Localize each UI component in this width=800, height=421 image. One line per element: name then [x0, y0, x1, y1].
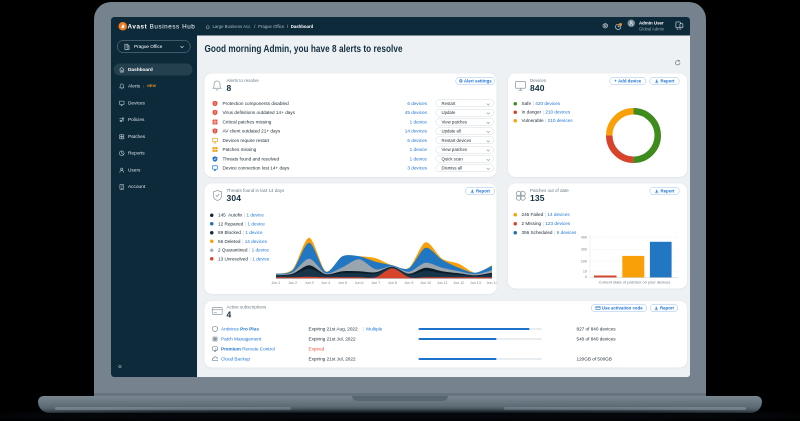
svg-text:Jun 3: Jun 3	[304, 281, 313, 285]
svg-text:Jun 1: Jun 1	[271, 281, 280, 285]
svg-text:Jun 10: Jun 10	[420, 281, 431, 285]
svg-text:400: 400	[580, 236, 586, 240]
svg-text:Jun 11: Jun 11	[436, 281, 447, 285]
svg-text:Jun 6: Jun 6	[354, 281, 363, 285]
svg-text:Jun 12: Jun 12	[453, 281, 464, 285]
svg-text:Current state of patches on yo: Current state of patches on your devices	[598, 279, 670, 284]
svg-text:300: 300	[580, 248, 586, 252]
svg-text:Jun 13: Jun 13	[469, 281, 480, 285]
svg-text:0: 0	[584, 275, 586, 279]
svg-text:Jun 2: Jun 2	[288, 281, 297, 285]
svg-text:Jun 8: Jun 8	[387, 281, 396, 285]
svg-text:Jun 9: Jun 9	[404, 281, 413, 285]
svg-text:Jun 5: Jun 5	[337, 281, 346, 285]
svg-text:Jun 7: Jun 7	[371, 281, 380, 285]
svg-text:Jun 14: Jun 14	[486, 281, 496, 285]
svg-text:10: 10	[582, 270, 586, 274]
svg-text:200: 200	[580, 260, 586, 264]
svg-text:Jun 4: Jun 4	[321, 281, 330, 285]
